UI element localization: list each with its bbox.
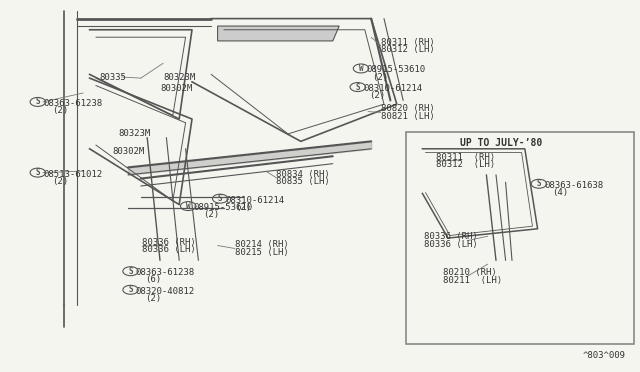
Text: 80311  ⟨RH⟩: 80311 ⟨RH⟩ xyxy=(436,153,495,162)
Text: (2): (2) xyxy=(52,177,68,186)
Text: 80335: 80335 xyxy=(99,73,126,81)
Text: 80312  ⟨LH⟩: 80312 ⟨LH⟩ xyxy=(436,160,495,169)
Text: 80336 ⟨LH⟩: 80336 ⟨LH⟩ xyxy=(142,246,196,254)
Text: (2): (2) xyxy=(369,91,385,100)
Text: 80323M: 80323M xyxy=(163,73,195,81)
Text: 80336 ⟨RH⟩: 80336 ⟨RH⟩ xyxy=(142,238,196,247)
Polygon shape xyxy=(218,26,339,41)
Text: 80302M: 80302M xyxy=(160,84,192,93)
Text: 08310-61214: 08310-61214 xyxy=(225,196,284,205)
Text: 80214 ⟨RH⟩: 80214 ⟨RH⟩ xyxy=(235,240,289,249)
Text: 80323M: 80323M xyxy=(118,129,150,138)
Text: (2): (2) xyxy=(203,210,219,219)
Text: (2): (2) xyxy=(372,73,388,81)
Text: S: S xyxy=(35,168,40,177)
Text: 80821 ⟨LH⟩: 80821 ⟨LH⟩ xyxy=(381,112,435,121)
Text: 80820 ⟨RH⟩: 80820 ⟨RH⟩ xyxy=(381,104,435,113)
FancyBboxPatch shape xyxy=(406,132,634,344)
Text: 80210 ⟨RH⟩: 80210 ⟨RH⟩ xyxy=(443,268,497,277)
Text: 08915-53610: 08915-53610 xyxy=(193,203,252,212)
Text: S: S xyxy=(536,179,541,188)
Text: 08363-61638: 08363-61638 xyxy=(544,181,603,190)
Text: (2): (2) xyxy=(235,203,251,212)
Text: W: W xyxy=(186,202,191,211)
Text: (2): (2) xyxy=(145,294,161,303)
Text: 80835 ⟨LH⟩: 80835 ⟨LH⟩ xyxy=(276,177,330,186)
Text: 08310-61214: 08310-61214 xyxy=(363,84,422,93)
Text: UP TO JULY-’80: UP TO JULY-’80 xyxy=(460,138,542,148)
Text: 80312 ⟨LH⟩: 80312 ⟨LH⟩ xyxy=(381,45,435,54)
Text: 80834 ⟨RH⟩: 80834 ⟨RH⟩ xyxy=(276,170,330,179)
Text: ^803^009: ^803^009 xyxy=(583,351,626,360)
Text: S: S xyxy=(128,267,133,276)
Text: 08915-53610: 08915-53610 xyxy=(366,65,425,74)
Text: 08363-61238: 08363-61238 xyxy=(43,99,102,108)
Text: (4): (4) xyxy=(552,188,568,197)
Text: S: S xyxy=(35,97,40,106)
Text: 80311 ⟨RH⟩: 80311 ⟨RH⟩ xyxy=(381,38,435,46)
Text: 80215 ⟨LH⟩: 80215 ⟨LH⟩ xyxy=(235,248,289,257)
Text: S: S xyxy=(355,83,360,92)
Text: S: S xyxy=(218,194,223,203)
Text: 08320-40812: 08320-40812 xyxy=(136,287,195,296)
Text: 80302M: 80302M xyxy=(112,147,144,156)
Text: 80336 ⟨LH⟩: 80336 ⟨LH⟩ xyxy=(424,240,477,249)
Text: 08363-61238: 08363-61238 xyxy=(136,268,195,277)
Text: W: W xyxy=(358,64,364,73)
Text: S: S xyxy=(128,285,133,294)
Text: 80211  ⟨LH⟩: 80211 ⟨LH⟩ xyxy=(443,276,502,285)
Text: 80336 ⟨RH⟩: 80336 ⟨RH⟩ xyxy=(424,232,477,241)
Text: (6): (6) xyxy=(145,275,161,284)
Text: (2): (2) xyxy=(52,106,68,115)
Text: 08513-61012: 08513-61012 xyxy=(43,170,102,179)
